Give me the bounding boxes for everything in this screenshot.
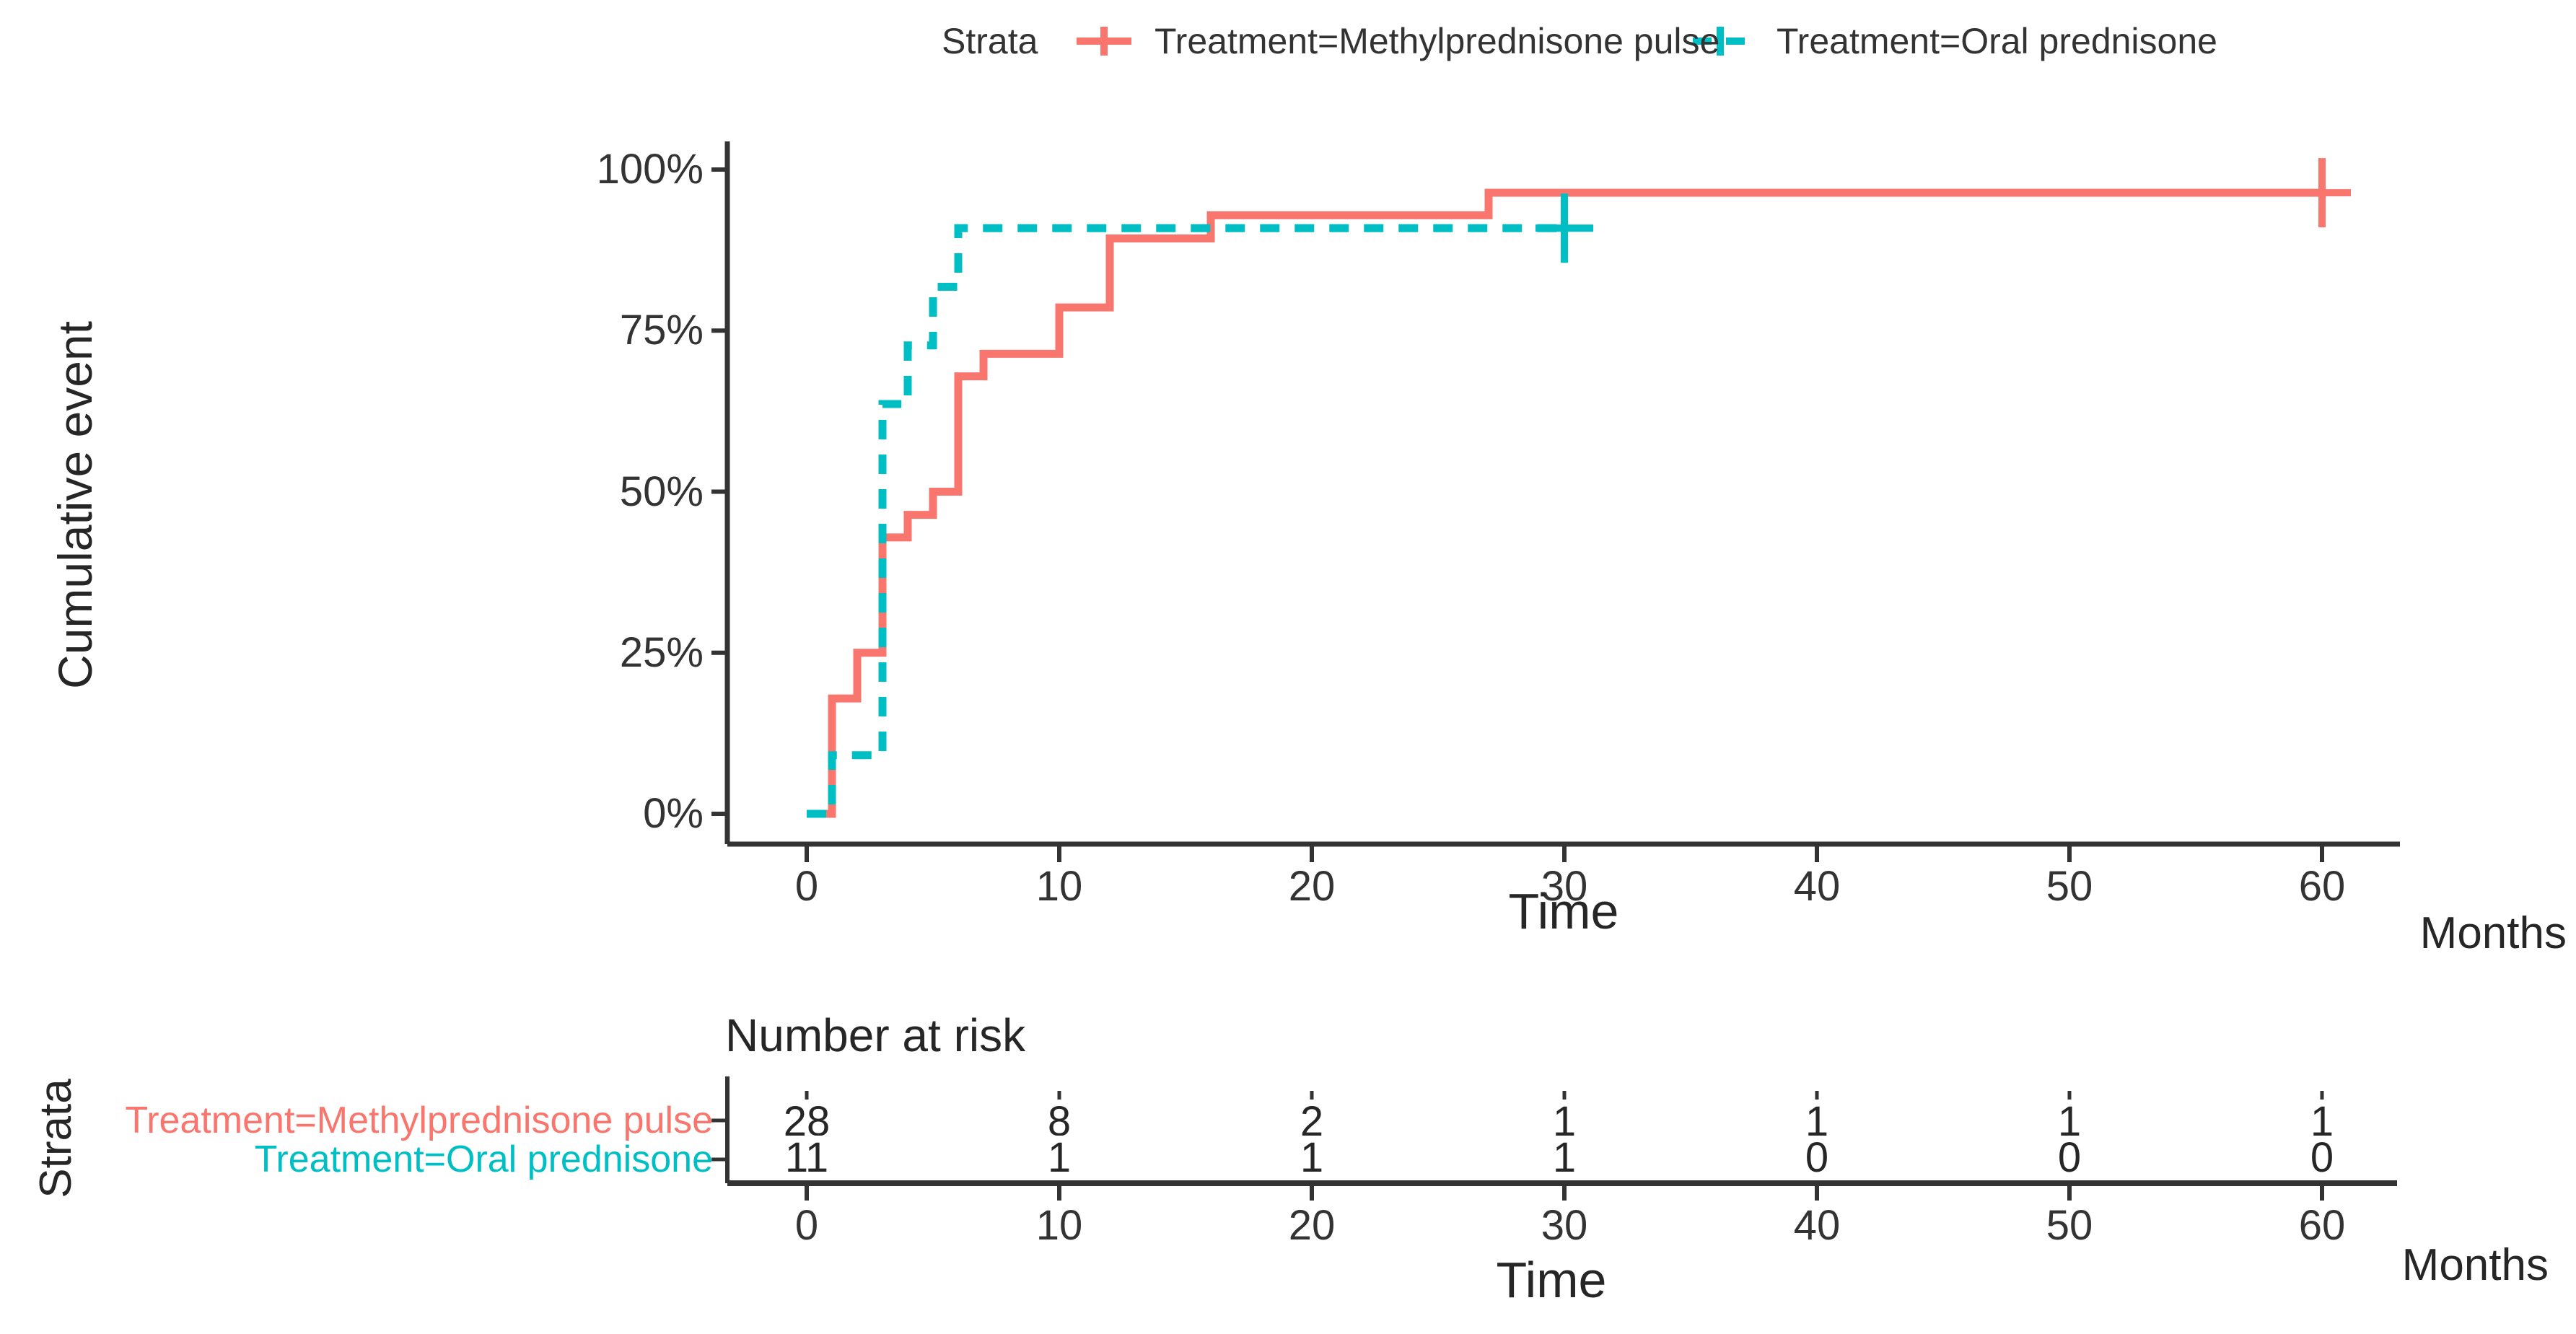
risk-x-tick-label-0: 0 xyxy=(794,1202,819,1249)
legend-title: Strata xyxy=(942,21,1038,61)
risk-x-tick-label-40: 40 xyxy=(1793,1202,1841,1249)
risk-count-row1-col6: 0 xyxy=(2264,1136,2380,1180)
risk-count-value: 0 xyxy=(1797,1136,1836,1180)
risk-count-row1-col0: 11 xyxy=(749,1136,864,1180)
risk-count-row1-col3: 1 xyxy=(1507,1136,1622,1180)
x-tick-label-20: 20 xyxy=(1288,863,1336,910)
risk-table-axis-ticks xyxy=(805,1183,2324,1201)
risk-row-label-oral-prednisone: Treatment=Oral prednisone xyxy=(254,1138,713,1180)
risk-table-x-title: Time xyxy=(1496,1252,1607,1308)
risk-count-value: 11 xyxy=(777,1136,836,1180)
x-tick-label-60: 60 xyxy=(2298,863,2346,910)
y-axis-title: Cumulative event xyxy=(48,321,102,689)
x-axis-unit-label: Months xyxy=(2419,908,2567,958)
survival-curve-methylprednisone xyxy=(807,188,2322,818)
x-tick-label-0: 0 xyxy=(794,863,819,910)
risk-x-tick-label-30: 30 xyxy=(1541,1202,1588,1249)
risk-count-value: 1 xyxy=(1545,1136,1584,1180)
risk-count-value: 1 xyxy=(1040,1136,1079,1180)
x-tick-label-30: 30 xyxy=(1541,863,1588,910)
x-tick-label-10: 10 xyxy=(1035,863,1083,910)
censor-marks xyxy=(1535,158,2351,263)
y-tick-label-50%: 50% xyxy=(619,468,704,515)
risk-count-row1-col1: 1 xyxy=(1002,1136,1117,1180)
risk-count-row1-col2: 1 xyxy=(1254,1136,1370,1180)
risk-x-tick-label-10: 10 xyxy=(1035,1202,1083,1249)
risk-count-value: 0 xyxy=(2050,1136,2089,1180)
risk-count-value: 0 xyxy=(2303,1136,2341,1180)
risk-x-tick-label-20: 20 xyxy=(1288,1202,1336,1249)
main-axis-ticks xyxy=(711,167,2324,862)
risk-count-row1-col4: 0 xyxy=(1759,1136,1875,1180)
survival-curves xyxy=(807,188,2322,818)
risk-table-x-unit-label: Months xyxy=(2401,1240,2549,1290)
risk-count-row1-col5: 0 xyxy=(2012,1136,2127,1180)
risk-x-tick-label-60: 60 xyxy=(2298,1202,2346,1249)
risk-row-label-methylprednisone: Treatment=Methylprednisone pulse xyxy=(125,1100,713,1141)
x-axis-title: Time xyxy=(1508,883,1619,939)
y-tick-label-0%: 0% xyxy=(643,790,704,837)
risk-count-value: 1 xyxy=(1292,1136,1331,1180)
legend-item-oral-prednisone-label: Treatment=Oral prednisone xyxy=(1777,21,2217,61)
legend-key-glyphs xyxy=(1077,27,1748,56)
legend-item-methylprednisone-label: Treatment=Methylprednisone pulse xyxy=(1155,21,1720,61)
risk-x-tick-label-50: 50 xyxy=(2046,1202,2093,1249)
y-tick-label-100%: 100% xyxy=(596,146,704,193)
risk-table-title: Number at risk xyxy=(725,1009,1026,1061)
x-tick-label-40: 40 xyxy=(1793,863,1841,910)
x-tick-label-50: 50 xyxy=(2046,863,2093,910)
survival-curve-oral-prednisone xyxy=(807,224,1564,818)
y-tick-label-75%: 75% xyxy=(619,307,704,354)
y-tick-label-25%: 25% xyxy=(619,628,704,676)
